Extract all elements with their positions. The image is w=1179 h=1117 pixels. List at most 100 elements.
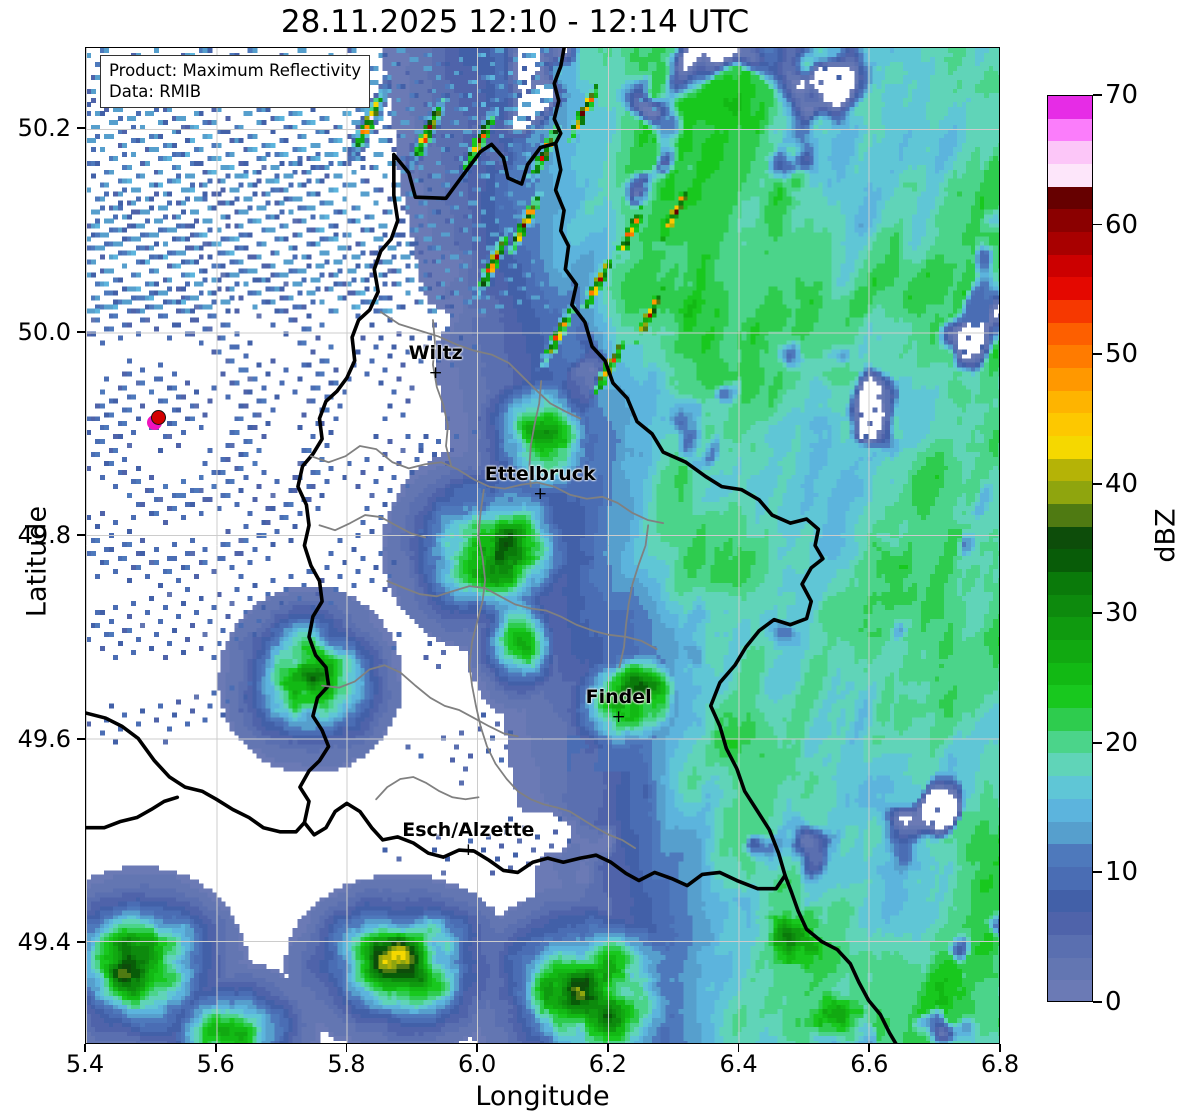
colorbar-band (1048, 504, 1092, 527)
district-border-west-spur (318, 514, 427, 539)
colorbar-tick-mark (1093, 871, 1102, 874)
colorbar-tick-label: 70 (1105, 80, 1139, 110)
colorbar-band (1048, 549, 1092, 573)
germany-border-north (552, 48, 566, 146)
x-tick-label: 5.8 (327, 1050, 366, 1078)
colorbar-band (1048, 390, 1092, 414)
colorbar-band (1048, 254, 1092, 278)
colorbar-band (1048, 141, 1092, 165)
colorbar-band (1048, 96, 1092, 119)
page-title: 28.11.2025 12:10 - 12:14 UTC (280, 4, 750, 40)
france-border-southeast (783, 873, 898, 1043)
radar-plot-area[interactable]: Product: Maximum Reflectivity Data: RMIB… (85, 47, 1000, 1044)
district-border-south (386, 580, 658, 650)
colorbar-band (1048, 232, 1092, 255)
district-border-far-south (555, 806, 636, 849)
x-tick-label: 6.6 (850, 1050, 889, 1078)
y-tick-label: 49.6 (17, 724, 71, 753)
colorbar-band (1048, 798, 1092, 822)
colorbar-band (1048, 481, 1092, 505)
colorbar-band (1048, 640, 1092, 663)
x-tick-mark (84, 1044, 86, 1052)
x-tick-label: 5.4 (65, 1050, 105, 1078)
colorbar-tick-mark (1093, 223, 1102, 226)
colorbar-band (1048, 118, 1092, 142)
y-tick-mark (77, 127, 85, 130)
x-tick-mark (999, 1044, 1001, 1052)
colorbar-tick-mark (1093, 741, 1102, 744)
x-tick-mark (868, 1044, 871, 1052)
colorbar-band (1048, 912, 1092, 935)
x-tick-label: 6.4 (719, 1050, 758, 1078)
x-tick-label: 5.6 (196, 1050, 235, 1078)
y-tick-label: 50.0 (17, 317, 71, 346)
x-tick-label: 6.8 (980, 1050, 1020, 1078)
colorbar-band (1048, 957, 1092, 981)
x-axis-label: Longitude (475, 1081, 610, 1112)
colorbar-tick-label: 10 (1105, 857, 1139, 888)
colorbar-band (1048, 594, 1092, 618)
colorbar-band (1048, 413, 1092, 437)
district-border-east (618, 524, 650, 669)
colorbar-band (1048, 164, 1092, 187)
colorbar-band (1048, 300, 1092, 323)
colorbar-band (1048, 277, 1092, 301)
colorbar-band (1048, 821, 1092, 845)
colorbar-band (1048, 368, 1092, 391)
colorbar-band (1048, 844, 1092, 867)
colorbar-band (1048, 889, 1092, 913)
colorbar-band (1048, 866, 1092, 890)
district-border-central (310, 445, 665, 525)
radar-site-icon (146, 410, 167, 431)
x-tick-mark (737, 1044, 740, 1052)
colorbar-band (1048, 186, 1092, 210)
y-tick-label: 49.8 (17, 521, 71, 550)
colorbar-band (1048, 934, 1092, 958)
colorbar-tick-mark (1093, 353, 1102, 355)
product-info-box: Product: Maximum Reflectivity Data: RMIB (100, 55, 371, 109)
colorbar-tick-label: 40 (1105, 468, 1139, 499)
colorbar-band (1048, 436, 1092, 459)
district-border-esch (375, 776, 480, 801)
y-tick-mark (77, 941, 85, 944)
radar-reflectivity-canvas (86, 48, 999, 1043)
colorbar-band (1048, 980, 1092, 1001)
product-line: Product: Maximum Reflectivity (109, 61, 362, 80)
y-tick-mark (77, 737, 85, 740)
colorbar-tick-label: 50 (1105, 339, 1139, 370)
radar-site-dot (150, 410, 166, 426)
x-tick-label: 6.0 (458, 1050, 497, 1078)
data-source-line: Data: RMIB (109, 82, 202, 102)
district-border-vertical-central (528, 380, 543, 488)
colorbar-band (1048, 685, 1092, 709)
district-border-vertical-south (468, 488, 558, 809)
colorbar-tick-mark (1093, 482, 1102, 485)
luxembourg-national-border (296, 141, 825, 891)
colorbar-band (1048, 662, 1092, 686)
colorbar-tick-mark (1093, 1001, 1102, 1003)
colorbar-tick-label: 60 (1105, 209, 1139, 240)
x-tick-mark (476, 1044, 479, 1052)
colorbar-band (1048, 345, 1092, 369)
x-tick-mark (345, 1044, 348, 1052)
colorbar-band (1048, 730, 1092, 754)
colorbar-band (1048, 572, 1092, 595)
colorbar-band (1048, 753, 1092, 777)
colorbar-band (1048, 209, 1092, 233)
district-border-vertical-west (432, 319, 453, 468)
colorbar-tick-mark (1093, 94, 1102, 96)
x-tick-label: 6.2 (588, 1050, 627, 1078)
colorbar (1047, 95, 1093, 1002)
y-tick-mark (77, 534, 85, 537)
belgium-border-southwest (86, 795, 180, 830)
colorbar-tick-label: 0 (1105, 987, 1122, 1017)
colorbar-band (1048, 708, 1092, 731)
colorbar-band (1048, 776, 1092, 799)
geography-overlay (86, 48, 898, 1043)
y-tick-mark (77, 330, 85, 333)
belgium-france-border-west (86, 711, 307, 834)
colorbar-unit-label: dBZ (1150, 508, 1179, 563)
y-tick-label: 50.2 (17, 114, 71, 143)
district-border-southwest (321, 664, 519, 738)
